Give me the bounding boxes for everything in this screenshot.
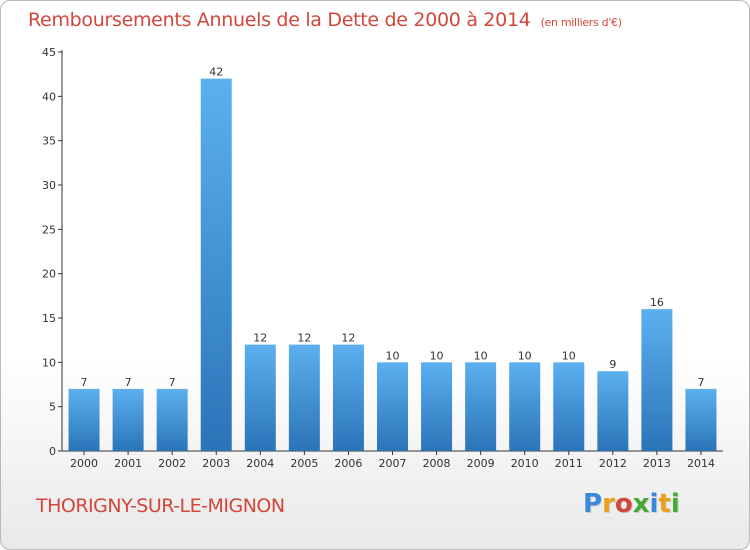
x-tick-label: 2007 [379,457,407,470]
bar [377,362,408,451]
y-tick-label: 10 [42,356,56,369]
x-tick-label: 2006 [334,457,362,470]
data-label: 10 [474,349,488,362]
bar [553,362,585,451]
x-tick-label: 2004 [246,457,274,470]
y-tick-label: 0 [49,445,56,458]
logo-letter: i [649,489,659,519]
data-label: 10 [518,349,532,362]
data-label: 10 [386,349,400,362]
x-tick-label: 2011 [555,457,583,470]
logo-letter: t [658,489,671,519]
data-label: 10 [430,349,444,362]
data-label: 7 [169,376,176,389]
x-tick-label: 2005 [290,457,318,470]
town-name: THORIGNY-SUR-LE-MIGNON [36,495,285,517]
logo-letter: r [602,489,615,519]
y-tick-label: 15 [42,312,56,325]
bar [509,362,541,451]
x-tick-label: 2014 [687,457,715,470]
y-tick-label: 35 [42,135,56,148]
data-label: 10 [562,349,576,362]
x-tick-label: 2001 [114,457,142,470]
data-label: 7 [697,376,704,389]
bar [597,371,629,451]
bar [156,388,188,451]
data-label: 9 [609,358,616,371]
bar [685,388,717,451]
logo-letter: x [632,489,650,519]
bar [421,362,453,451]
bar [244,344,276,451]
proxiti-logo[interactable]: Proxiti [583,489,680,519]
bar [200,78,232,451]
x-tick-label: 2002 [158,457,186,470]
y-tick-label: 40 [42,90,56,103]
x-tick-label: 2009 [467,457,495,470]
chart-title-text: Remboursements Annuels de la Dette de 20… [28,9,531,31]
y-tick-label: 5 [49,401,56,414]
logo-letter: P [583,489,603,519]
x-tick-label: 2008 [423,457,451,470]
bar [288,344,320,451]
x-tick-label: 2013 [643,457,671,470]
data-label: 7 [81,376,88,389]
bar [112,388,144,451]
x-tick-label: 2012 [599,457,627,470]
y-tick-label: 20 [42,268,56,281]
y-tick-label: 30 [42,179,56,192]
x-tick-label: 2003 [202,457,230,470]
chart-title: Remboursements Annuels de la Dette de 20… [28,9,622,31]
logo-letter: o [614,489,633,519]
chart-subtitle: (en milliers d'€) [540,16,622,29]
x-tick-label: 2010 [511,457,539,470]
data-label: 12 [341,332,355,345]
bar [465,362,497,451]
bar [641,309,673,451]
data-label: 7 [125,376,132,389]
data-label: 16 [650,296,664,309]
data-label: 12 [297,332,311,345]
y-tick-label: 25 [42,223,56,236]
data-label: 42 [209,66,223,79]
data-label: 12 [253,332,267,345]
x-tick-label: 2000 [70,457,98,470]
logo-letter: i [670,489,680,519]
bar [332,344,364,451]
y-tick-label: 45 [42,46,56,59]
bar [68,388,100,451]
